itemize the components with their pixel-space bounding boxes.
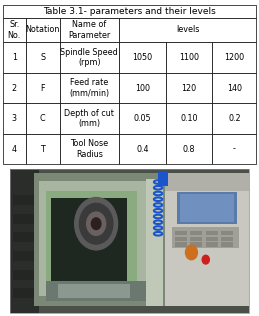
Bar xyxy=(26,134,60,164)
Bar xyxy=(58,284,130,298)
Bar xyxy=(172,227,239,248)
Bar xyxy=(166,103,212,134)
Text: 4: 4 xyxy=(12,144,17,154)
Text: 140: 140 xyxy=(227,83,242,93)
Bar xyxy=(3,73,26,103)
Bar xyxy=(190,231,202,235)
Bar xyxy=(166,73,212,103)
Text: 1100: 1100 xyxy=(179,53,199,62)
Bar xyxy=(3,134,26,164)
Bar xyxy=(212,73,256,103)
Bar xyxy=(26,73,60,103)
Circle shape xyxy=(80,204,113,244)
Bar xyxy=(10,169,249,313)
Bar xyxy=(26,42,60,73)
Bar xyxy=(10,169,249,313)
Text: Feed rate
(mm/min): Feed rate (mm/min) xyxy=(69,78,109,98)
Bar xyxy=(166,42,212,73)
Bar xyxy=(13,195,34,205)
Bar xyxy=(119,134,166,164)
Bar xyxy=(60,103,119,134)
Bar xyxy=(175,237,187,241)
Bar xyxy=(3,5,256,17)
Bar xyxy=(10,169,39,313)
Bar xyxy=(46,281,153,301)
Bar xyxy=(26,17,60,42)
Text: 120: 120 xyxy=(182,83,197,93)
Text: 0.05: 0.05 xyxy=(134,114,151,123)
Bar xyxy=(221,242,233,247)
Text: 0.4: 0.4 xyxy=(136,144,149,154)
Bar xyxy=(51,198,127,281)
Bar xyxy=(175,242,187,247)
Bar xyxy=(212,42,256,73)
Bar xyxy=(212,103,256,134)
Text: 1: 1 xyxy=(12,53,17,62)
Bar xyxy=(60,134,119,164)
Bar xyxy=(190,237,202,241)
Text: Name of
Parameter: Name of Parameter xyxy=(68,20,111,40)
Bar xyxy=(13,270,34,280)
Bar xyxy=(179,193,234,222)
Text: Sr.
No.: Sr. No. xyxy=(8,20,21,40)
Circle shape xyxy=(185,245,197,260)
Text: Table 3.1- parameters and their levels: Table 3.1- parameters and their levels xyxy=(43,7,216,15)
Text: 0.8: 0.8 xyxy=(183,144,195,154)
Bar xyxy=(60,17,119,42)
Text: 0.10: 0.10 xyxy=(180,114,198,123)
Bar xyxy=(119,103,166,134)
Bar xyxy=(26,103,60,134)
Bar xyxy=(3,103,26,134)
Bar xyxy=(206,237,218,241)
Bar xyxy=(13,214,34,224)
Bar xyxy=(119,17,256,42)
Bar xyxy=(166,134,212,164)
Circle shape xyxy=(202,255,209,264)
Bar xyxy=(175,231,187,235)
Bar xyxy=(119,73,166,103)
Bar xyxy=(34,173,165,306)
Bar xyxy=(206,242,218,247)
Text: Tool Nose
Radius: Tool Nose Radius xyxy=(70,139,109,159)
Bar xyxy=(13,289,34,298)
Circle shape xyxy=(75,198,118,250)
Text: F: F xyxy=(40,83,45,93)
Bar xyxy=(221,231,233,235)
Bar xyxy=(190,242,202,247)
Bar xyxy=(165,173,249,306)
Bar xyxy=(146,179,163,306)
Bar xyxy=(119,42,166,73)
Text: levels: levels xyxy=(176,25,199,34)
Text: -: - xyxy=(233,144,236,154)
Text: 0.2: 0.2 xyxy=(228,114,241,123)
Bar xyxy=(3,17,26,42)
Bar xyxy=(3,42,26,73)
Text: 100: 100 xyxy=(135,83,150,93)
Bar xyxy=(60,73,119,103)
Text: C: C xyxy=(40,114,46,123)
Bar xyxy=(60,42,119,73)
Bar xyxy=(212,134,256,164)
Text: T: T xyxy=(40,144,45,154)
Text: Depth of cut
(mm): Depth of cut (mm) xyxy=(64,109,114,128)
Text: S: S xyxy=(40,53,45,62)
Text: Spindle Speed
(rpm): Spindle Speed (rpm) xyxy=(61,48,118,67)
Bar xyxy=(158,172,168,186)
Bar xyxy=(177,192,237,224)
Bar xyxy=(13,251,34,261)
Bar xyxy=(39,180,153,295)
Circle shape xyxy=(91,218,101,229)
Circle shape xyxy=(87,212,106,235)
Bar xyxy=(46,191,137,284)
Text: 1200: 1200 xyxy=(224,53,244,62)
Text: Notation: Notation xyxy=(26,25,60,34)
Bar xyxy=(13,232,34,242)
Text: 3: 3 xyxy=(12,114,17,123)
Text: 2: 2 xyxy=(12,83,17,93)
Bar xyxy=(206,231,218,235)
Bar xyxy=(221,237,233,241)
Text: 1050: 1050 xyxy=(132,53,153,62)
Bar xyxy=(165,173,249,191)
